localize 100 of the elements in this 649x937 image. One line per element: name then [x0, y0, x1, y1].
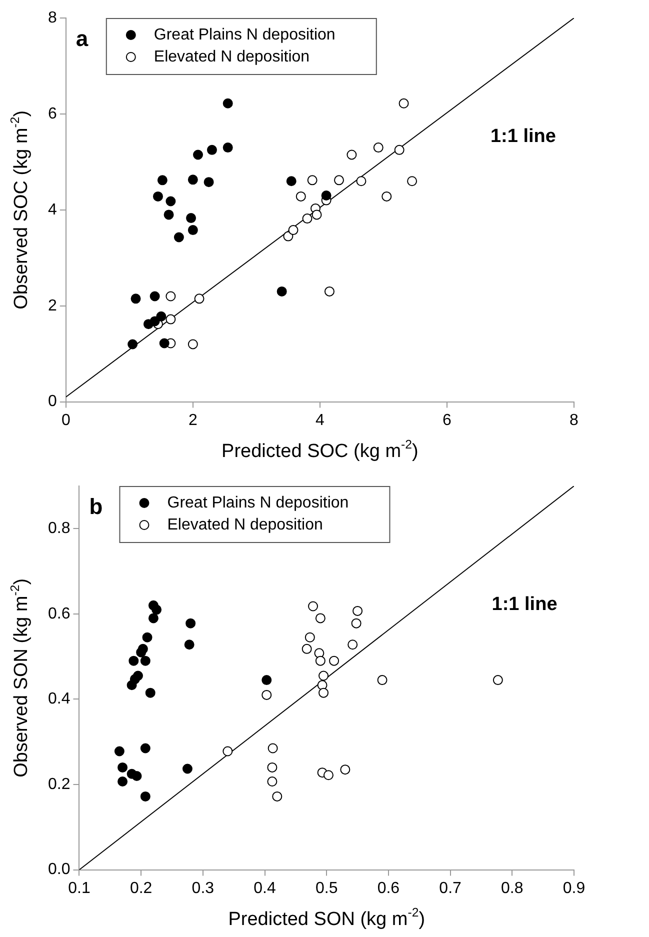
point	[157, 175, 168, 186]
point	[272, 791, 282, 802]
x-tick-label: 0.3	[192, 880, 214, 897]
x-tick-label: 0.9	[562, 880, 586, 897]
point	[312, 210, 322, 220]
point	[351, 618, 362, 628]
legend-label: Great Plains N deposition	[167, 494, 349, 512]
point	[166, 196, 176, 206]
point	[118, 762, 128, 772]
x-tick-label: 8	[570, 412, 579, 429]
y-tick-label: 0.6	[48, 605, 70, 622]
x-tick-label: 0.6	[377, 880, 400, 897]
point	[267, 776, 278, 787]
y-tick-label: 8	[48, 9, 57, 26]
point	[188, 339, 198, 350]
point	[222, 98, 233, 108]
point	[166, 314, 176, 324]
point	[132, 770, 142, 781]
x-tick-label: 4	[315, 412, 324, 429]
y-tick-label: 0.8	[48, 520, 70, 538]
point	[492, 675, 503, 686]
point	[323, 770, 334, 780]
point	[166, 291, 176, 302]
point	[156, 311, 166, 322]
point	[302, 214, 312, 224]
point	[329, 656, 340, 666]
point	[138, 644, 148, 654]
point	[340, 764, 350, 775]
point	[140, 791, 150, 802]
point	[204, 177, 214, 188]
point	[206, 144, 217, 155]
point	[182, 764, 192, 774]
point	[318, 670, 329, 681]
x-tick-label: 0.4	[254, 880, 276, 897]
point	[132, 670, 143, 681]
point	[315, 656, 326, 666]
point	[288, 225, 298, 236]
point	[346, 150, 357, 160]
y-axis-title: Observed SON (kg m-2)	[8, 578, 32, 778]
point	[128, 339, 138, 350]
point	[268, 743, 278, 754]
point	[356, 176, 366, 186]
point	[262, 675, 272, 686]
y-tick-label: 0.4	[48, 690, 70, 708]
x-tick-label: 0.7	[439, 880, 462, 897]
x-tick-label: 2	[188, 412, 198, 429]
legend-label: Elevated N deposition	[167, 516, 323, 534]
x-tick-label: 0.1	[68, 880, 90, 897]
legend-label: Elevated N deposition	[154, 48, 310, 66]
point	[184, 640, 194, 650]
point	[140, 656, 150, 666]
legend-label: Great Plains N deposition	[154, 26, 336, 44]
point	[150, 291, 160, 302]
point	[262, 690, 272, 700]
annotation: a	[76, 26, 89, 52]
y-tick-label: 0	[48, 393, 57, 410]
point	[188, 225, 198, 236]
point	[145, 688, 156, 698]
point	[315, 613, 326, 624]
point	[152, 191, 163, 202]
point	[222, 746, 233, 756]
point	[308, 601, 318, 612]
point	[296, 191, 306, 202]
annotation: b	[89, 494, 103, 520]
y-axis-title: Observed SOC (kg m-2)	[8, 110, 32, 310]
x-tick-label: 6	[442, 412, 452, 429]
point	[407, 176, 418, 186]
point	[302, 644, 312, 654]
point	[373, 142, 384, 153]
point	[142, 632, 152, 642]
x-tick-label: 0.2	[130, 880, 152, 897]
annotation: 1:1 line	[490, 126, 556, 148]
point	[324, 286, 334, 296]
point	[304, 632, 315, 642]
point	[394, 144, 404, 155]
point	[188, 174, 198, 185]
point	[307, 175, 318, 186]
y-tick-label: 6	[48, 105, 57, 122]
annotation: 1:1 line	[492, 594, 558, 616]
point	[152, 604, 162, 615]
point	[267, 762, 278, 772]
point	[174, 232, 184, 242]
point	[352, 606, 363, 616]
point	[276, 286, 287, 296]
point	[140, 743, 150, 754]
point	[186, 618, 196, 628]
y-tick-label: 4	[48, 201, 57, 218]
point	[286, 176, 296, 186]
point	[321, 190, 332, 201]
point	[222, 142, 233, 153]
point	[377, 675, 388, 686]
point	[318, 688, 329, 698]
point	[193, 150, 204, 160]
y-tick-label: 0.0	[48, 861, 70, 878]
y-tick-label: 0.2	[48, 776, 70, 793]
point	[159, 338, 170, 348]
x-tick-label: 0.8	[501, 880, 524, 897]
point	[128, 656, 139, 666]
point	[348, 640, 358, 650]
point	[334, 175, 344, 186]
